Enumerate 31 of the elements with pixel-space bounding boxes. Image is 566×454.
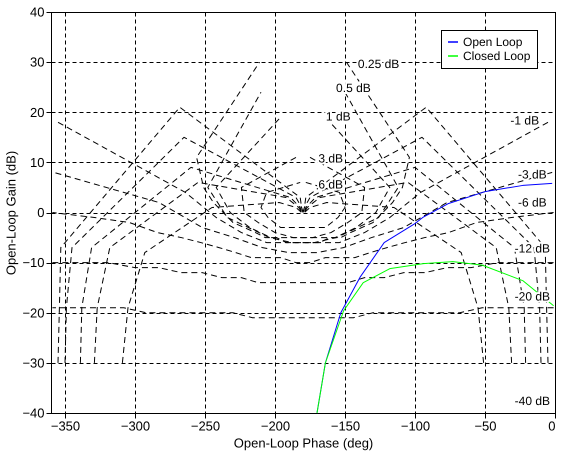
annotation: -40 dB bbox=[514, 394, 550, 408]
x-tick-label: −300 bbox=[120, 418, 150, 434]
y-axis-title: Open-Loop Gain (dB) bbox=[3, 150, 18, 276]
annotation: -3 dB bbox=[518, 167, 547, 182]
legend-label: Open Loop bbox=[463, 35, 523, 49]
x-tick-label: 0 bbox=[548, 418, 556, 434]
y-tick-label: −20 bbox=[22, 305, 44, 320]
y-tick-label: 10 bbox=[30, 154, 44, 170]
y-tick-label: −30 bbox=[22, 355, 44, 370]
annotation: 6 dB bbox=[318, 177, 344, 192]
y-tick-label: 20 bbox=[30, 104, 44, 120]
annotation: -12 dB bbox=[514, 242, 550, 256]
annotation: 1 dB bbox=[326, 109, 351, 124]
x-tick-label: −150 bbox=[330, 418, 360, 434]
annotation: -1 dB bbox=[510, 113, 540, 128]
annotation: 0.25 dB bbox=[358, 57, 400, 72]
x-tick-label: −50 bbox=[474, 418, 497, 434]
y-tick-label: −40 bbox=[22, 406, 44, 420]
x-axis-title: Open-Loop Phase (deg) bbox=[234, 436, 374, 450]
y-tick-label: 0 bbox=[37, 205, 44, 220]
legend-label: Closed Loop bbox=[463, 49, 531, 63]
y-tick-label: 40 bbox=[30, 4, 44, 20]
y-tick-label: 30 bbox=[30, 54, 44, 70]
x-tick-label: −250 bbox=[190, 418, 220, 434]
annotation: -6 dB bbox=[518, 195, 547, 210]
y-tick-label: −10 bbox=[22, 255, 44, 270]
x-tick-label: −200 bbox=[260, 418, 290, 434]
annotation: 3 dB bbox=[318, 151, 344, 166]
x-tick-label: −100 bbox=[400, 418, 430, 434]
x-tick-label: −350 bbox=[50, 418, 80, 434]
annotation: 0.5 dB bbox=[336, 81, 371, 96]
